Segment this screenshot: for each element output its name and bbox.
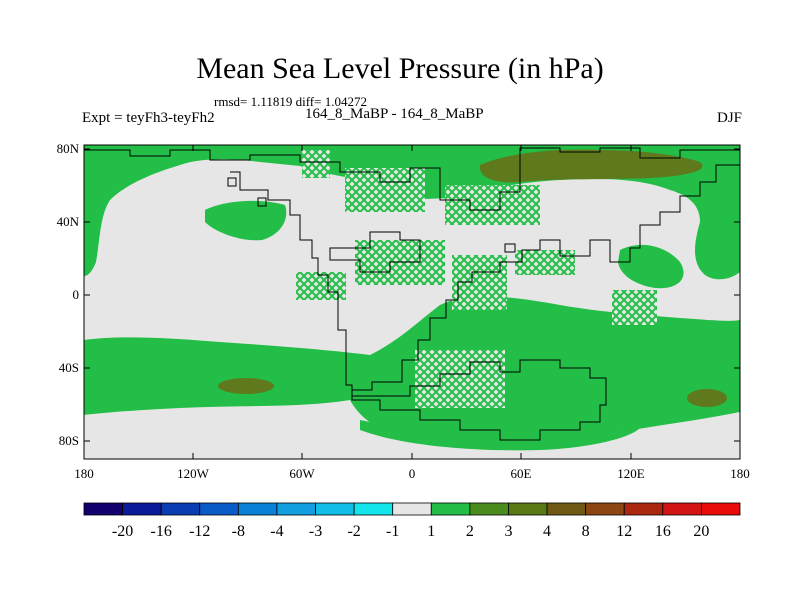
colorbar [83,502,741,516]
coastline [351,359,607,441]
colorbar-label: -3 [309,523,322,540]
colorbar-swatch [469,502,509,516]
colorbar-label: -12 [189,523,210,540]
colorbar-swatch [392,502,432,516]
lon-tick-label: 0 [409,466,416,481]
longitude-axis [83,145,741,459]
colorbar-label: -1 [386,523,399,540]
lon-tick-label: 60W [289,466,315,481]
colorbar-label: 3 [504,523,512,540]
rmsd-stats: rmsd= 1.11819 diff= 1.04272 [214,94,367,109]
hatched-area [415,350,505,408]
positive-region-south [84,296,740,445]
colorbar-label: 2 [466,523,474,540]
colorbar-label: 1 [427,523,435,540]
colorbar-swatch [237,502,278,516]
map-field [84,145,740,459]
colorbar-label: -20 [112,523,133,540]
colorbar-label: -8 [232,523,245,540]
colorbar-swatch [546,502,587,516]
colorbar-swatch [508,502,548,516]
lon-tick-label: 180 [730,466,750,481]
colorbar-swatch [662,502,702,516]
coastline [230,164,740,391]
map-title: Mean Sea Level Pressure (in hPa) [196,52,604,85]
hatched-area [515,250,575,275]
experiment-label: Expt = teyFh3-teyFh2 [82,110,215,126]
colorbar-label: 12 [616,523,632,540]
hatched-area [612,290,657,325]
colorbar-swatch [199,502,239,516]
colorbar-swatch [122,502,162,516]
colorbar-swatch [276,502,316,516]
colorbar-swatch [585,502,625,516]
strong-anomaly-south-indian [687,389,727,407]
lat-tick-label: 0 [73,287,80,302]
lat-tick-label: 80N [57,141,80,156]
positive-region-eastern-pacific [618,244,684,289]
colorbar-swatch [160,502,201,516]
coastline [329,231,421,273]
positive-region-atlantic-north [205,200,287,241]
latitude-axis [84,148,740,442]
coastline [227,177,516,253]
season-label: DJF [716,110,742,126]
colorbar-label: -4 [270,523,283,540]
colorbar-label: -16 [151,523,172,540]
period-label: 164_8_MaBP - 164_8_MaBP [305,106,484,122]
colorbar-label: 16 [655,523,671,540]
lon-tick-label: 120E [617,466,645,481]
colorbar-swatch [83,502,123,516]
colorbar-label: -2 [347,523,360,540]
hatched-area [302,150,330,178]
colorbar-label: 8 [582,523,590,540]
positive-region-antarctic-streak [360,420,640,451]
lat-tick-label: 80S [59,433,79,448]
colorbar-labels: -20 -16 -12 -8 -4 -3 -2 -1 1 2 3 4 8 12 16 20 [112,523,709,540]
colorbar-swatch [353,502,394,516]
strong-anomaly-south-pacific [218,378,274,394]
lat-tick-label: 40S [59,360,79,375]
lon-tick-label: 60E [511,466,532,481]
hatched-area [445,185,540,225]
colorbar-swatch [315,502,355,516]
lon-tick-label: 180 [74,466,94,481]
colorbar-label: 4 [543,523,551,540]
colorbar-swatch [623,502,664,516]
lat-tick-label: 40N [57,214,80,229]
colorbar-swatch [701,502,741,516]
colorbar-label: 20 [693,523,709,540]
lon-tick-label: 120W [177,466,210,481]
hatched-area [345,168,425,212]
coastline [84,147,740,211]
colorbar-swatch [430,502,471,516]
